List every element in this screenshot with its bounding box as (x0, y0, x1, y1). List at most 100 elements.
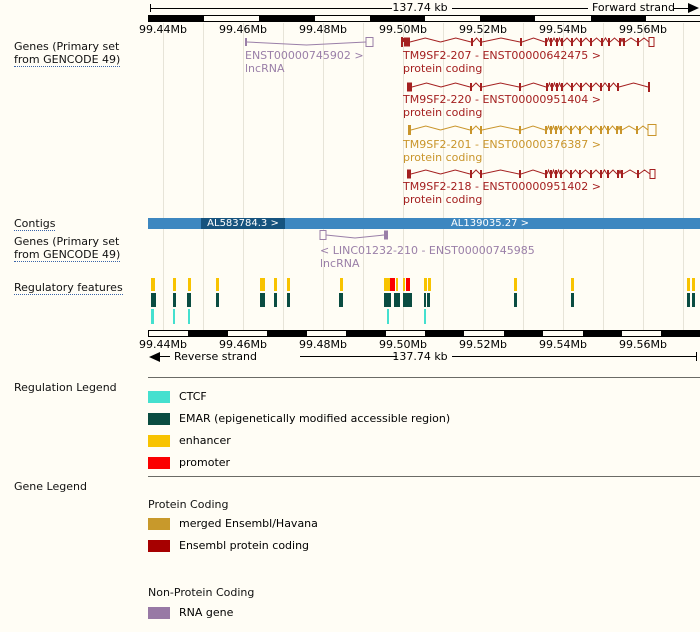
enhancer-mark[interactable] (188, 278, 191, 291)
enhancer-mark[interactable] (340, 278, 343, 291)
emar-mark[interactable] (187, 293, 191, 307)
top-axis-label: 99.56Mb (619, 23, 667, 36)
transcript-biotype: protein coding (403, 105, 483, 119)
gene-legend-item: merged Ensembl/Havana (148, 517, 318, 530)
ctcf-mark[interactable] (173, 309, 175, 324)
gene-legend-header-protein-coding: Protein Coding (148, 498, 229, 511)
enhancer-mark[interactable] (571, 278, 574, 291)
exon-mark (245, 38, 247, 46)
enhancer-mark[interactable] (216, 278, 219, 291)
bottom-axis-label: 99.54Mb (539, 338, 587, 351)
enhancer-mark[interactable] (274, 278, 277, 291)
contig-AL139035[interactable]: AL139035.27 > (450, 218, 530, 229)
exon-mark (571, 83, 573, 91)
emar-mark[interactable] (692, 293, 695, 307)
emar-mark[interactable] (403, 293, 412, 307)
exon-mark (519, 126, 521, 134)
track-label-regulatory[interactable]: Regulatory features (14, 281, 123, 295)
transcript-label-ENST00000745902[interactable]: ENST00000745902 > lncRNA (245, 49, 364, 75)
transcript-name: < LINC01232-210 - ENST00000745985 (320, 244, 535, 257)
bottom-axis-label: 99.50Mb (379, 338, 427, 351)
exon-mark (470, 83, 472, 91)
intron-line (246, 41, 367, 46)
regulation-legend-item: CTCF (148, 390, 207, 403)
scale-bar-segment (346, 331, 386, 336)
emar-mark[interactable] (260, 293, 265, 307)
enhancer-mark[interactable] (403, 278, 405, 291)
ctcf-mark[interactable] (151, 309, 154, 324)
exon-mark (621, 170, 623, 178)
enhancer-mark[interactable] (384, 278, 390, 291)
exon-mark (550, 170, 552, 178)
exon-mark (520, 38, 522, 46)
enhancer-mark[interactable] (514, 278, 517, 291)
emar-mark[interactable] (339, 293, 343, 307)
transcript-label-ENST00000376387[interactable]: TM9SF2-201 - ENST00000376387 > protein co… (403, 138, 601, 164)
intron-line (325, 234, 385, 239)
track-label-regulatory-text: Regulatory features (14, 281, 123, 295)
bottom-axis-label: 99.52Mb (459, 338, 507, 351)
transcript-label-ENST00000951404[interactable]: TM9SF2-220 - ENST00000951404 > protein co… (403, 93, 601, 119)
exon-mark (471, 38, 473, 46)
promoter-mark[interactable] (406, 278, 410, 291)
bottom-ruler-length-label: 137.74 kb (392, 350, 448, 363)
transcript-ENST00000745902[interactable] (245, 37, 374, 47)
exon-mark (590, 126, 592, 134)
exon-mark (546, 83, 548, 91)
transcript-label-ENST00000642475[interactable]: TM9SF2-207 - ENST00000642475 > protein co… (403, 49, 601, 75)
track-label-genes-1[interactable]: Genes (Primary set from GENCODE 49) (14, 40, 121, 67)
transcript-label-ENST00000951402[interactable]: TM9SF2-218 - ENST00000951402 > protein co… (403, 180, 601, 206)
enhancer-mark[interactable] (692, 278, 695, 291)
exon-mark (404, 37, 410, 47)
track-label-genes-2[interactable]: Genes (Primary set from GENCODE 49) (14, 235, 121, 262)
gene-legend-separator (148, 476, 700, 477)
enhancer-mark[interactable] (287, 278, 290, 291)
transcript-ENST00000642475[interactable] (401, 36, 655, 47)
enhancer-mark[interactable] (424, 278, 427, 291)
transcript-ENST00000376387[interactable] (408, 124, 657, 136)
emar-mark[interactable] (424, 293, 426, 307)
exon-mark (607, 126, 609, 134)
emar-mark[interactable] (151, 293, 156, 307)
enhancer-mark[interactable] (687, 278, 690, 291)
exon-mark (600, 170, 602, 178)
transcript-name: ENST00000745902 > (245, 49, 364, 62)
emar-mark[interactable] (427, 293, 430, 307)
bottom-ruler-line-right (452, 356, 697, 357)
emar-mark[interactable] (274, 293, 277, 307)
emar-mark[interactable] (173, 293, 176, 307)
enhancer-mark[interactable] (151, 278, 155, 291)
transcript-ENST00000951404[interactable] (407, 81, 650, 92)
forward-strand-arrow-icon (688, 3, 699, 13)
emar-mark[interactable] (216, 293, 219, 307)
contigs-bar: AL583784.3 > AL139035.27 > (148, 218, 700, 229)
transcript-ENST00000951402[interactable] (407, 168, 656, 179)
transcript-ENST00000745985[interactable] (319, 230, 388, 240)
exon-mark (623, 38, 625, 46)
emar-mark[interactable] (384, 293, 391, 307)
enhancer-mark[interactable] (260, 278, 265, 291)
exon-mark (580, 38, 582, 46)
exon-mark (407, 169, 411, 179)
bottom-axis-label: 99.48Mb (299, 338, 347, 351)
transcript-biotype: protein coding (403, 192, 483, 206)
emar-mark[interactable] (394, 293, 400, 307)
emar-mark[interactable] (571, 293, 574, 307)
ctcf-mark[interactable] (424, 309, 426, 324)
emar-mark[interactable] (687, 293, 690, 307)
ctcf-mark[interactable] (387, 309, 389, 324)
bottom-ruler-endcap (696, 352, 697, 361)
exon-mark (480, 83, 482, 91)
contig-AL583784[interactable]: AL583784.3 > (201, 218, 285, 229)
enhancer-mark[interactable] (173, 278, 176, 291)
track-label-contigs[interactable]: Contigs (14, 217, 56, 231)
transcript-label-ENST00000745985[interactable]: < LINC01232-210 - ENST00000745985 lncRNA (320, 244, 535, 270)
enhancer-mark[interactable] (396, 278, 398, 291)
enhancer-mark[interactable] (428, 278, 431, 291)
emar-mark[interactable] (514, 293, 517, 307)
ctcf-mark[interactable] (188, 309, 190, 324)
emar-mark[interactable] (287, 293, 290, 307)
exon-mark (590, 38, 592, 46)
promoter-mark[interactable] (390, 278, 395, 291)
